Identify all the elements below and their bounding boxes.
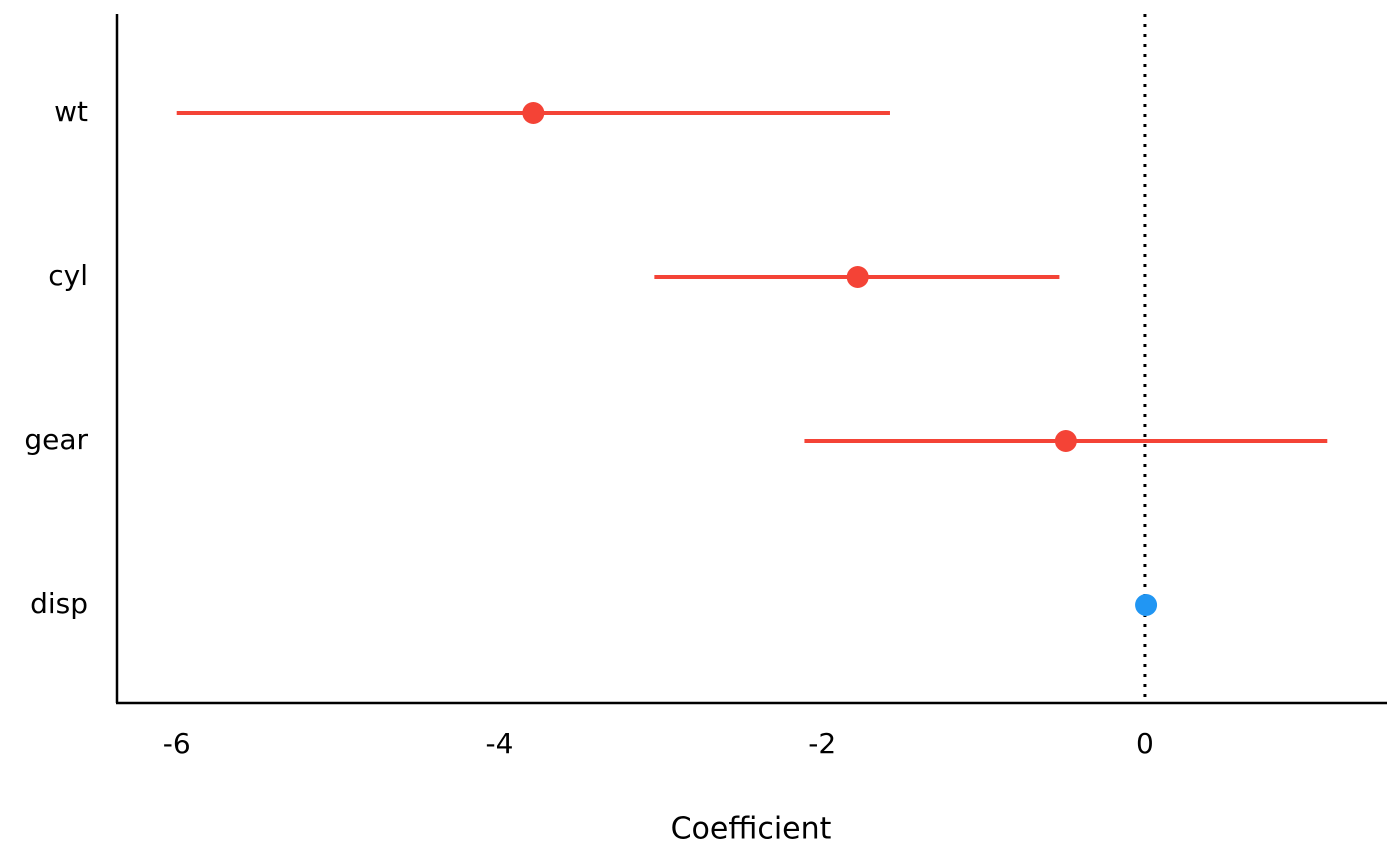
x-tick-label: -4	[485, 727, 513, 760]
y-tick-label: wt	[54, 95, 88, 128]
point	[522, 102, 545, 124]
point	[1135, 594, 1158, 616]
y-tick-label: gear	[24, 423, 88, 456]
y-tick-label: cyl	[48, 259, 88, 292]
x-tick-label: -2	[808, 727, 836, 760]
y-tick-label: disp	[30, 587, 88, 620]
point	[1054, 430, 1077, 452]
x-tick-label: 0	[1136, 727, 1154, 760]
point	[846, 266, 869, 288]
x-tick-label: -6	[163, 727, 191, 760]
x-axis-label: Coefficient	[671, 812, 832, 847]
